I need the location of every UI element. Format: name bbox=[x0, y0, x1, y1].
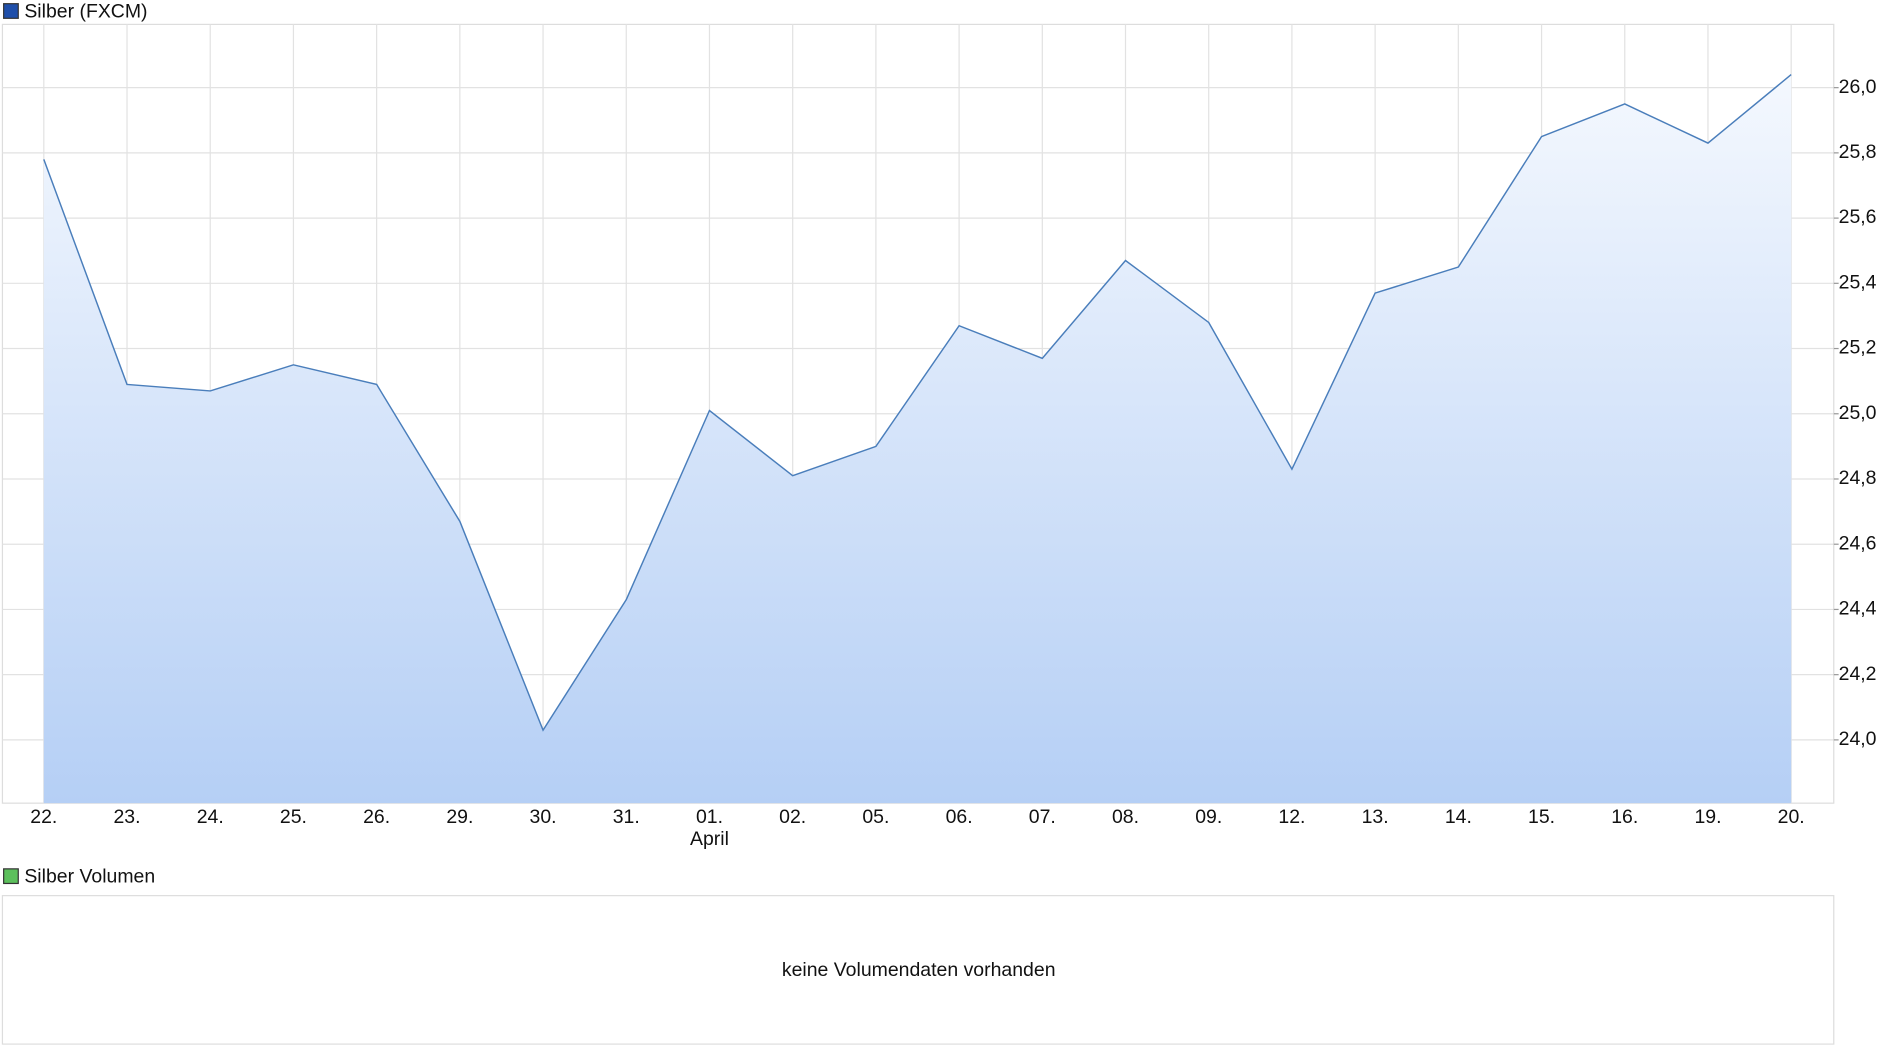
month-label: April bbox=[690, 828, 729, 850]
legend-swatch bbox=[3, 868, 19, 885]
x-tick-label: 29. bbox=[446, 806, 473, 828]
y-tick-label: 25,6 bbox=[1839, 206, 1877, 228]
x-tick-label: 15. bbox=[1528, 806, 1555, 828]
x-tick-label: 19. bbox=[1694, 806, 1721, 828]
y-tick-label: 25,8 bbox=[1839, 141, 1877, 163]
line bbox=[43, 74, 1792, 732]
x-tick-label: 25. bbox=[280, 806, 307, 828]
x-tick-label: 30. bbox=[530, 806, 557, 828]
y-tick-label: 25,2 bbox=[1839, 337, 1877, 359]
y-tick-label: 26,0 bbox=[1839, 76, 1877, 98]
x-tick-label: 02. bbox=[779, 806, 806, 828]
x-tick-label: 14. bbox=[1445, 806, 1472, 828]
y-tick-label: 24,2 bbox=[1839, 663, 1877, 685]
x-tick-label: 20. bbox=[1778, 806, 1805, 828]
x-tick-label: 16. bbox=[1611, 806, 1638, 828]
x-tick-label: 13. bbox=[1362, 806, 1389, 828]
y-tick-label: 24,0 bbox=[1839, 728, 1877, 750]
area bbox=[43, 74, 1792, 804]
legend-label: Silber (FXCM) bbox=[24, 0, 147, 22]
legend-swatch bbox=[3, 3, 19, 19]
x-tick-label: 24. bbox=[197, 806, 224, 828]
x-tick-label: 22. bbox=[30, 806, 57, 828]
volume-message: keine Volumendaten vorhanden bbox=[782, 959, 1056, 981]
x-tick-label: 06. bbox=[946, 806, 973, 828]
y-tick-label: 24,6 bbox=[1839, 532, 1877, 554]
y-tick-label: 24,4 bbox=[1839, 598, 1877, 620]
volume-frame bbox=[1, 895, 1835, 1045]
legend-label: Silber Volumen bbox=[24, 866, 155, 888]
x-tick-label: 08. bbox=[1112, 806, 1139, 828]
y-tick-label: 25,0 bbox=[1839, 402, 1877, 424]
x-tick-label: 07. bbox=[1029, 806, 1056, 828]
x-tick-label: 09. bbox=[1195, 806, 1222, 828]
x-tick-label: 31. bbox=[613, 806, 640, 828]
y-tick-label: 24,8 bbox=[1839, 467, 1877, 489]
x-tick-label: 05. bbox=[862, 806, 889, 828]
y-tick-label: 25,4 bbox=[1839, 271, 1877, 293]
x-tick-label: 12. bbox=[1278, 806, 1305, 828]
x-tick-label: 26. bbox=[363, 806, 390, 828]
x-tick-label: 23. bbox=[113, 806, 140, 828]
x-tick-label: 01. bbox=[696, 806, 723, 828]
